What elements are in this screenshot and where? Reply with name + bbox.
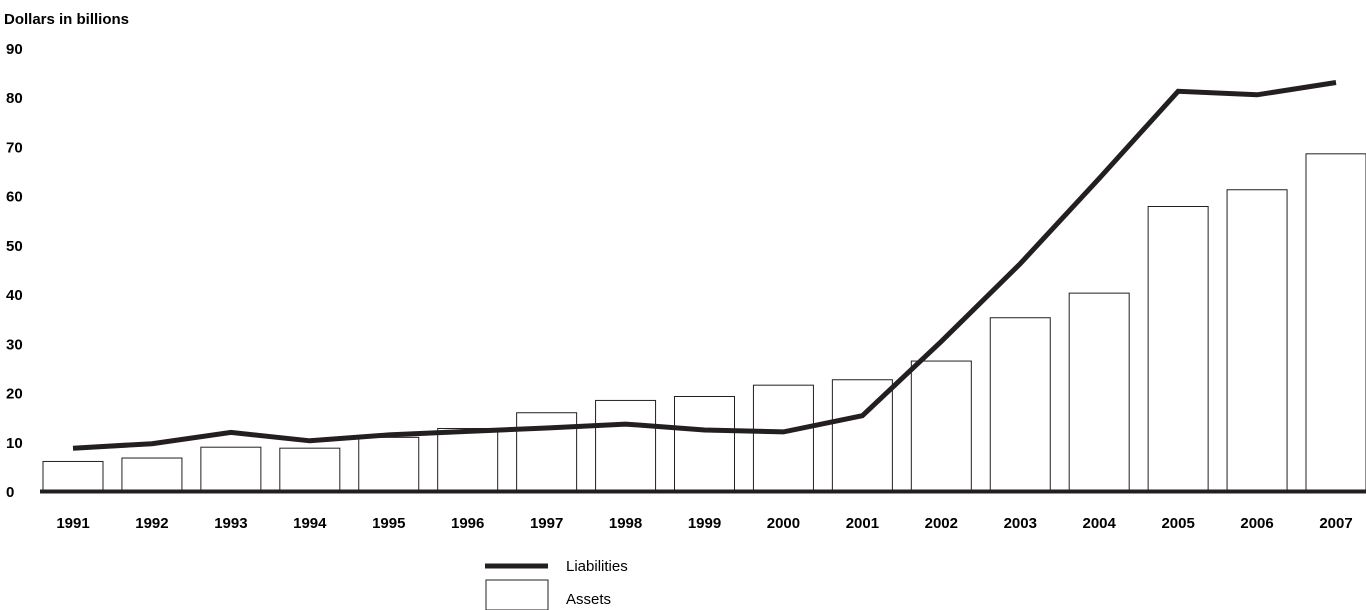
x-tick-label: 2000 [767, 515, 800, 532]
x-tick-label: 2002 [925, 515, 958, 532]
assets-bar [1305, 153, 1366, 492]
x-tick-label: 1992 [135, 515, 168, 532]
x-tick-label: 2001 [846, 515, 879, 532]
y-tick-label: 40 [6, 287, 23, 304]
x-tick-label: 1991 [56, 515, 89, 532]
x-tick-label: 1997 [530, 515, 563, 532]
x-tick-label: 1993 [214, 515, 247, 532]
assets-bar [752, 384, 814, 492]
assets-bar [437, 427, 499, 492]
assets-bar [674, 395, 735, 492]
legend-assets-swatch [485, 579, 549, 610]
legend-assets-label: Assets [566, 591, 611, 608]
x-tick-label: 2005 [1161, 515, 1194, 532]
assets-bar [1147, 205, 1209, 492]
liabilities-line [72, 80, 1337, 451]
y-tick-label: 20 [6, 386, 23, 403]
assets-bar [358, 436, 420, 492]
y-tick-label: 60 [6, 189, 23, 206]
assets-bar [989, 317, 1051, 492]
x-tick-labels: 1991 1992 1993 1994 1995 1996 1997 1998 1999 2000… [56, 515, 1352, 532]
liabilities-line-layer [72, 80, 1337, 451]
y-tick-label: 50 [6, 238, 23, 255]
x-tick-label: 1998 [609, 515, 642, 532]
legend: Liabilities Assets [485, 558, 628, 610]
y-tick-label: 0 [6, 484, 14, 501]
assets-bar [279, 447, 341, 492]
x-tick-label: 2006 [1240, 515, 1273, 532]
x-tick-label: 1994 [293, 515, 327, 532]
y-tick-label: 80 [6, 90, 23, 107]
y-axis-title: Dollars in billions [4, 11, 129, 28]
assets-bar [42, 460, 104, 492]
y-tick-label: 70 [6, 139, 23, 156]
assets-bar [1226, 189, 1288, 492]
assets-bars [42, 153, 1366, 492]
x-tick-label: 1996 [451, 515, 484, 532]
x-tick-label: 1999 [688, 515, 721, 532]
y-tick-labels: 0 10 20 30 40 50 60 70 80 90 [6, 41, 23, 501]
x-tick-label: 2007 [1319, 515, 1352, 532]
assets-bar [1068, 292, 1130, 492]
x-tick-label: 2003 [1004, 515, 1037, 532]
x-tick-label: 1995 [372, 515, 405, 532]
assets-bar [595, 399, 657, 492]
assets-bar [121, 457, 183, 492]
y-tick-label: 10 [6, 435, 23, 452]
assets-bar [910, 360, 972, 492]
x-tick-label: 2004 [1083, 515, 1117, 532]
y-tick-label: 90 [6, 41, 23, 58]
assets-bar [200, 446, 262, 492]
y-tick-label: 30 [6, 336, 23, 353]
legend-liabilities-label: Liabilities [566, 558, 628, 575]
